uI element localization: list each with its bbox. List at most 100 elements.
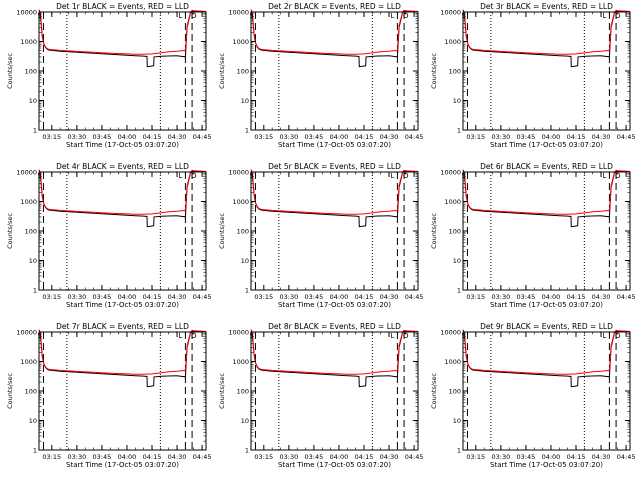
x-tick-label: 04:15: [143, 293, 162, 301]
x-tick-label: 04:45: [405, 453, 424, 461]
y-tick-label: 1: [245, 287, 249, 295]
chart-panel: Det 4r BLACK = Events, RED = LLD S L O 1 10 10…: [6, 162, 211, 309]
chart-title: Det 1r BLACK = Events, RED = LLD: [56, 2, 189, 11]
x-tick-label: 04:00: [542, 133, 561, 141]
lld-series-line: [462, 9, 631, 55]
y-tick-label: 1000: [232, 198, 249, 206]
top-marker-label: L: [178, 332, 182, 340]
x-axis-label: Start Time (17-Oct-05 03:07:20): [278, 301, 391, 309]
lld-series-line: [38, 329, 207, 375]
chart-panel: Det 7r BLACK = Events, RED = LLD S L O 1 10 10…: [6, 322, 211, 469]
x-tick-label: 04:30: [380, 453, 399, 461]
y-axis-label: Counts/sec: [6, 373, 14, 409]
y-tick-label: 10000: [440, 169, 461, 177]
x-tick-label: 03:45: [93, 453, 112, 461]
y-axis-label: Counts/sec: [218, 373, 226, 409]
top-marker-label: L: [602, 172, 606, 180]
chart-panel: Det 6r BLACK = Events, RED = LLD S L O 1 10 10…: [430, 162, 635, 309]
top-marker-label: O: [615, 172, 621, 180]
top-marker-label: L: [602, 332, 606, 340]
plot-frame: [250, 11, 419, 131]
x-tick-label: 04:15: [143, 133, 162, 141]
y-tick-label: 10: [29, 97, 37, 105]
lld-series-line: [38, 169, 207, 215]
y-tick-label: 100: [237, 388, 249, 396]
x-tick-label: 03:15: [466, 453, 485, 461]
x-tick-label: 04:30: [168, 453, 187, 461]
plot-frame: [38, 171, 207, 291]
x-tick-label: 03:45: [305, 453, 324, 461]
x-tick-label: 04:00: [118, 453, 137, 461]
y-tick-label: 10: [453, 97, 461, 105]
x-tick-label: 03:30: [279, 133, 298, 141]
y-tick-label: 1: [457, 287, 461, 295]
y-tick-label: 1: [33, 447, 37, 455]
x-tick-label: 03:15: [254, 453, 273, 461]
x-tick-label: 03:30: [67, 133, 86, 141]
x-tick-label: 03:15: [254, 293, 273, 301]
y-tick-label: 1000: [444, 198, 461, 206]
plot-frame: [462, 11, 631, 131]
y-tick-label: 100: [25, 228, 37, 236]
plot-frame: [38, 11, 207, 131]
lld-series-line: [250, 169, 419, 215]
x-tick-label: 04:15: [567, 133, 586, 141]
x-tick-label: 03:15: [466, 293, 485, 301]
x-tick-label: 03:45: [517, 133, 536, 141]
x-tick-label: 04:45: [405, 133, 424, 141]
chart-panel: Det 8r BLACK = Events, RED = LLD S L O 1 10 10…: [218, 322, 423, 469]
x-tick-label: 04:15: [355, 133, 374, 141]
y-tick-label: 10000: [228, 169, 249, 177]
x-tick-label: 03:30: [491, 293, 510, 301]
y-tick-label: 10: [453, 417, 461, 425]
plot-frame: [250, 171, 419, 291]
x-axis-label: Start Time (17-Oct-05 03:07:20): [66, 301, 179, 309]
y-tick-label: 10000: [228, 9, 249, 17]
y-tick-label: 1000: [232, 358, 249, 366]
top-marker-label: O: [615, 12, 621, 20]
x-tick-label: 04:45: [617, 133, 636, 141]
y-tick-label: 1: [245, 447, 249, 455]
x-tick-label: 03:30: [491, 133, 510, 141]
top-marker-label: O: [403, 332, 409, 340]
chart-title: Det 7r BLACK = Events, RED = LLD: [56, 322, 189, 331]
top-marker-label: S: [249, 172, 254, 180]
x-tick-label: 04:30: [168, 293, 187, 301]
lld-series-line: [462, 329, 631, 375]
y-tick-label: 1: [245, 127, 249, 135]
y-axis-label: Counts/sec: [6, 213, 14, 249]
top-marker-label: S: [249, 12, 254, 20]
x-tick-label: 04:00: [330, 293, 349, 301]
x-tick-label: 03:30: [67, 453, 86, 461]
y-axis-label: Counts/sec: [218, 53, 226, 89]
y-tick-label: 1000: [20, 358, 37, 366]
top-marker-label: L: [390, 172, 394, 180]
y-tick-label: 100: [449, 228, 461, 236]
y-axis-label: Counts/sec: [430, 373, 438, 409]
top-marker-label: S: [461, 172, 466, 180]
y-tick-label: 100: [237, 228, 249, 236]
chart-panel: Det 3r BLACK = Events, RED = LLD S L O 1 10 10…: [430, 2, 635, 149]
x-tick-label: 04:00: [330, 453, 349, 461]
y-tick-label: 1: [33, 287, 37, 295]
x-tick-label: 03:45: [517, 453, 536, 461]
y-tick-label: 100: [449, 68, 461, 76]
top-marker-label: L: [390, 332, 394, 340]
x-tick-label: 03:30: [491, 453, 510, 461]
top-marker-label: O: [615, 332, 621, 340]
x-tick-label: 03:15: [466, 133, 485, 141]
x-axis-label: Start Time (17-Oct-05 03:07:20): [278, 461, 391, 469]
y-axis-label: Counts/sec: [430, 213, 438, 249]
y-axis-label: Counts/sec: [430, 53, 438, 89]
y-tick-label: 10000: [440, 329, 461, 337]
x-tick-label: 03:15: [42, 453, 61, 461]
y-tick-label: 100: [237, 68, 249, 76]
x-tick-label: 04:45: [405, 293, 424, 301]
x-tick-label: 04:30: [380, 293, 399, 301]
chart-title: Det 2r BLACK = Events, RED = LLD: [268, 2, 401, 11]
x-tick-label: 04:30: [380, 133, 399, 141]
x-tick-label: 04:00: [330, 133, 349, 141]
x-tick-label: 03:45: [305, 133, 324, 141]
x-tick-label: 04:30: [592, 133, 611, 141]
